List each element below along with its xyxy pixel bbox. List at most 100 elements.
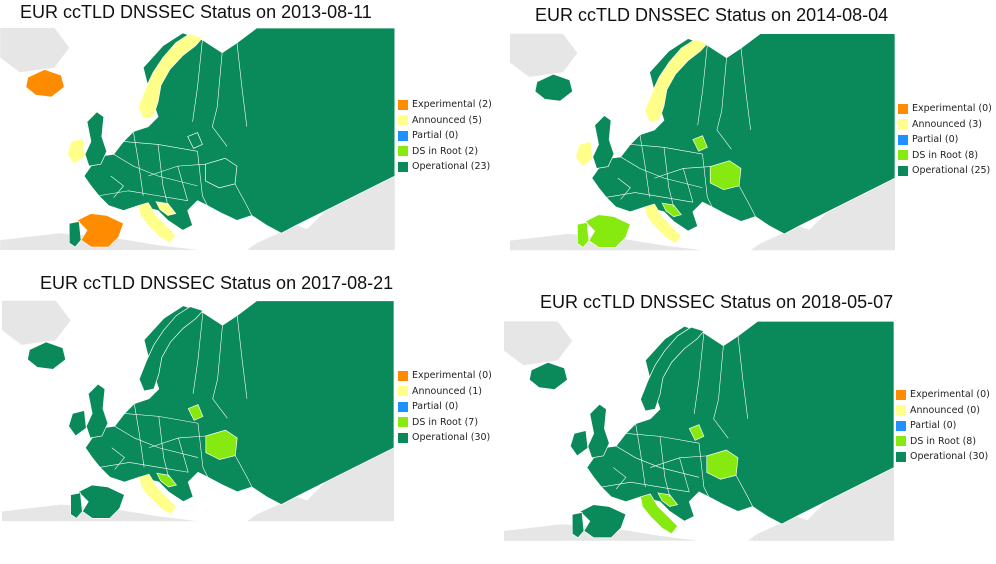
legend-item-ds-in-root: DS in Root (8) [896, 434, 990, 450]
country-portugal [70, 492, 83, 519]
non-europe-land [747, 516, 826, 541]
legend-swatch [398, 161, 408, 172]
non-europe-land [504, 321, 573, 366]
legend-item-announced: Announced (3) [898, 117, 992, 133]
country-border [654, 166, 711, 179]
country-border [740, 48, 751, 131]
non-europe-land [296, 176, 395, 250]
legend-item-ds-in-root: DS in Root (2) [398, 144, 492, 160]
legend-swatch [896, 420, 906, 431]
legend-label: DS in Root (8) [910, 435, 977, 447]
country-border [236, 315, 248, 399]
country-border [177, 166, 188, 201]
country-border [114, 425, 199, 458]
country-border [679, 457, 690, 493]
legend-label: DS in Root (7) [412, 416, 479, 428]
country-border [148, 163, 206, 177]
country-border [613, 467, 627, 490]
legend-item-announced: Announced (0) [896, 403, 990, 419]
legend-label: Experimental (0) [910, 389, 990, 401]
legend-item-experimental: Experimental (0) [896, 387, 990, 403]
legend-label: Operational (23) [412, 161, 491, 173]
country-ireland [66, 138, 86, 165]
country-ireland [68, 410, 87, 437]
legend-item-partial: Partial (0) [398, 399, 492, 415]
country-uk [587, 403, 610, 459]
legend-item-experimental: Experimental (0) [398, 368, 492, 384]
legend-label: Partial (0) [910, 420, 957, 432]
country-iceland [528, 361, 568, 390]
country-border [615, 445, 700, 478]
legend-item-ds-in-root: DS in Root (8) [898, 148, 992, 164]
country-border [620, 156, 703, 188]
map-title: EUR ccTLD DNSSEC Status on 2014-08-04 [535, 5, 889, 25]
country-border [639, 134, 650, 198]
legend-swatch [398, 386, 408, 397]
legend-swatch [398, 130, 408, 141]
country-croatia [155, 201, 177, 216]
country-border [682, 168, 694, 203]
country-border [197, 423, 209, 478]
non-europe-land [296, 447, 394, 522]
country-border [738, 185, 756, 217]
legend-swatch [398, 432, 408, 443]
map-title: EUR ccTLD DNSSEC Status on 2017-08-21 [40, 273, 394, 293]
country-border [650, 455, 707, 468]
country-border [157, 144, 169, 206]
legend-item-operational: Operational (30) [398, 430, 492, 446]
non-europe-land [750, 226, 828, 251]
country-border [737, 335, 749, 419]
legend-label: Operational (30) [412, 432, 491, 444]
country-croatia [657, 492, 679, 507]
legend-label: Partial (0) [412, 130, 459, 142]
country-uk [84, 111, 108, 167]
legend-item-ds-in-root: DS in Root (7) [398, 415, 492, 431]
country-border [113, 154, 198, 187]
country-border [617, 177, 631, 200]
legend-item-experimental: Experimental (0) [898, 101, 992, 117]
non-europe-land [796, 467, 894, 541]
country-uk [85, 383, 109, 439]
country-border [212, 325, 228, 419]
country-spain [76, 213, 124, 248]
map-legend: Experimental (2) Announced (5) Partial (0)… [398, 97, 492, 175]
country-border [178, 437, 189, 473]
country-border [134, 403, 145, 468]
map-legend: Experimental (0) Announced (3) Partial (0)… [898, 101, 992, 179]
country-uk [592, 115, 615, 169]
country-border [197, 151, 208, 206]
legend-item-partial: Partial (0) [898, 132, 992, 148]
country-iceland [27, 341, 67, 370]
legend-item-partial: Partial (0) [896, 418, 990, 434]
country-italy [640, 493, 679, 535]
country-baltic [187, 404, 204, 421]
country-border [192, 312, 204, 394]
country-belarus [205, 429, 238, 460]
non-europe-land [510, 33, 578, 78]
legend-swatch [398, 417, 408, 428]
country-italy [138, 473, 177, 515]
map-panel-1: EUR ccTLD DNSSEC Status on 2013-08-11 Ex… [0, 0, 498, 270]
country-border [111, 447, 125, 470]
country-border [234, 455, 253, 488]
legend-label: Experimental (2) [412, 99, 492, 111]
country-norway [138, 306, 204, 392]
country-border [635, 423, 646, 488]
map-panel-2: EUR ccTLD DNSSEC Status on 2014-08-04 Ex… [498, 0, 996, 270]
legend-swatch [898, 134, 908, 145]
legend-swatch [896, 389, 906, 400]
legend-item-operational: Operational (23) [398, 159, 492, 175]
country-border [99, 462, 189, 473]
legend-swatch [898, 103, 908, 114]
non-europe-land [246, 225, 326, 250]
country-border [735, 475, 753, 507]
country-norway [137, 33, 204, 120]
country-border [698, 443, 710, 497]
country-border [110, 175, 124, 198]
legend-swatch [398, 401, 408, 412]
legend-label: Experimental (0) [412, 370, 492, 382]
country-border [601, 481, 690, 493]
legend-swatch [896, 405, 906, 416]
map-panel-3: EUR ccTLD DNSSEC Status on 2017-08-21 Ex… [0, 270, 498, 564]
legend-label: Operational (25) [912, 165, 991, 177]
